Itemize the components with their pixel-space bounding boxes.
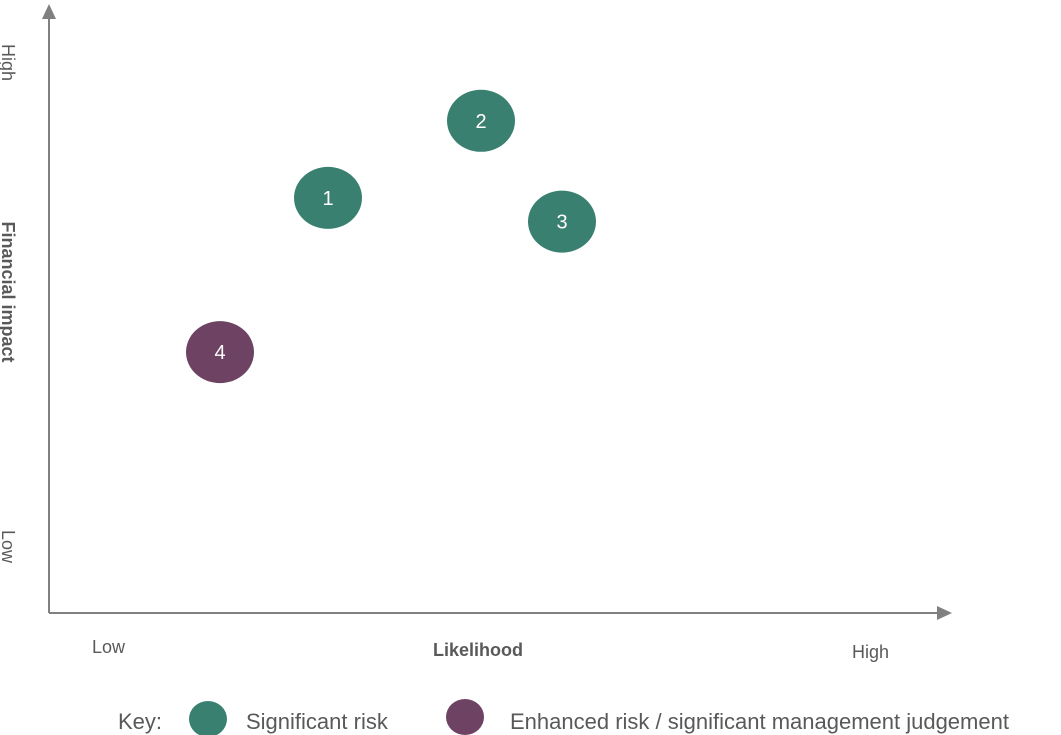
risk-bubble-label-2: 2 [475,111,486,133]
legend-swatch-significant-risk [189,701,227,735]
risk-bubble-1 [294,166,362,229]
y-axis-title: Financial impact [0,221,18,362]
x-axis-title: Likelihood [433,640,523,660]
legend-swatch-enhanced-risk [446,699,484,735]
risk-bubble-3 [528,190,596,253]
x-axis-arrow [937,606,952,620]
risk-bubble-4 [186,321,254,384]
risk-bubble-label-4: 4 [214,342,225,364]
legend-title: Key: [118,709,162,734]
y-axis-high-label: High [0,44,18,81]
risk-bubble-label-1: 1 [322,188,333,210]
x-axis-low-label: Low [92,637,126,657]
risk-bubbles: 1 2 3 4 [186,89,596,384]
y-axis-low-label: Low [0,530,18,564]
y-axis-arrow [42,4,56,19]
risk-bubble-2 [447,89,515,152]
risk-bubble-label-3: 3 [556,212,567,234]
legend-label-significant-risk: Significant risk [246,709,389,734]
x-axis-high-label: High [852,642,889,662]
legend: Key: Significant risk Enhanced risk / si… [118,699,1009,735]
legend-label-enhanced-risk: Enhanced risk / significant management j… [510,709,1009,734]
